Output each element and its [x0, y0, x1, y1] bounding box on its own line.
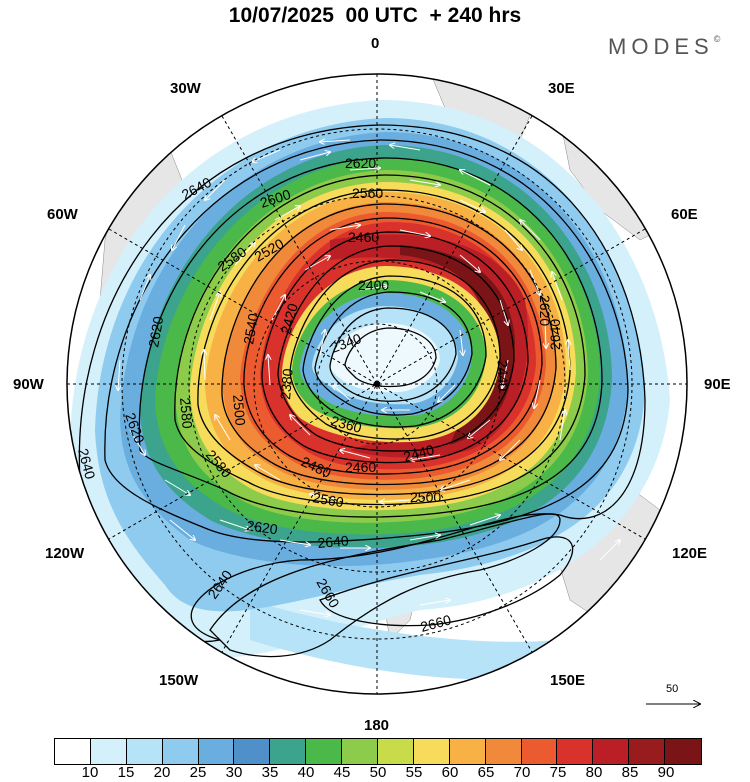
- contour-label: 2640: [317, 532, 350, 551]
- colorbar-swatch: [557, 739, 594, 764]
- colorbar-swatch: [342, 739, 379, 764]
- shaded-field: [67, 74, 687, 694]
- lon-label-0: 0: [371, 35, 380, 52]
- colorbar-tick-label: 50: [369, 764, 387, 781]
- colorbar-swatch: [629, 739, 666, 764]
- brand-name: MODES: [608, 34, 714, 59]
- lon-label-120e: 120E: [672, 545, 708, 562]
- colorbar-swatch: [378, 739, 414, 764]
- contour-label: 2540: [240, 312, 261, 346]
- contour-label: 2640: [547, 319, 563, 350]
- colorbar-tick-label: 90: [657, 764, 675, 781]
- contour-label: 2460: [348, 229, 379, 245]
- contour-label: 2620: [145, 315, 166, 349]
- colorbar-ticks: 10 15 20 25 30 35 40 45 50 55 60 65 70 75 80 85 90: [54, 764, 702, 782]
- contour-label: 2640: [75, 447, 99, 481]
- colorbar-tick-label: 40: [297, 764, 315, 781]
- colorbar-tick-label: 60: [441, 764, 459, 781]
- colorbar-swatch: [413, 739, 450, 764]
- colorbar-tick-label: 65: [477, 764, 495, 781]
- contour-label: 2440: [402, 441, 436, 465]
- pole-marker: [374, 381, 380, 387]
- colorbar-tick-label: 20: [153, 764, 171, 781]
- map-boundary: [66, 73, 688, 695]
- lon-label-60w: 60W: [47, 206, 78, 223]
- lon-label-150w: 150W: [159, 672, 199, 689]
- contour-label: 2620: [345, 155, 376, 171]
- colorbar-tick-label: 10: [81, 764, 99, 781]
- map-title: 10/07/2025 00 UTC + 240 hrs: [228, 4, 522, 27]
- colorbar-swatch: [485, 739, 522, 764]
- colorbar-tick-label: 80: [585, 764, 603, 781]
- colorbar-swatch: [234, 739, 271, 764]
- colorbar-tick-label: 45: [333, 764, 351, 781]
- colorbar-tick-label: 55: [405, 764, 423, 781]
- lon-label-30w: 30W: [170, 80, 201, 97]
- colorbar-tick-label: 70: [513, 764, 531, 781]
- colorbar-tick-label: 30: [225, 764, 243, 781]
- wind-vectors: [118, 140, 620, 615]
- graticule: [67, 74, 687, 694]
- contour-label: 2560: [311, 489, 345, 510]
- lon-label-180: 180: [364, 717, 390, 734]
- colorbar-swatch: [55, 739, 91, 764]
- contour-label: 2620: [246, 517, 279, 537]
- lon-label-120w: 120W: [45, 545, 85, 562]
- copyright-mark: ©: [713, 34, 721, 44]
- colorbar-swatch: [270, 739, 307, 764]
- contour-label: 2560: [352, 185, 383, 201]
- lon-label-90w: 90W: [13, 376, 44, 393]
- colorbar-swatch: [306, 739, 343, 764]
- colorbar-swatch: [162, 739, 199, 764]
- polar-map: 2620 2640 2600 2560 2580 2520 2460 2400 …: [66, 73, 688, 695]
- contour-label: 2500: [230, 394, 249, 427]
- contour-label: 2400: [358, 277, 389, 293]
- colorbar-tick-label: 35: [261, 764, 279, 781]
- contour-label: 2660: [419, 611, 453, 635]
- colorbar: [54, 738, 703, 765]
- reference-vector-arrow: [646, 682, 704, 712]
- colorbar-swatch: [90, 739, 127, 764]
- contour-label: 2580: [177, 397, 196, 430]
- contour-label: 2440: [495, 360, 511, 391]
- contour-label: 2460: [345, 459, 376, 475]
- lon-label-90e: 90E: [704, 376, 731, 393]
- contour-label: 2500: [410, 489, 441, 505]
- colorbar-swatch: [198, 739, 235, 764]
- contour-label: 2420: [277, 301, 301, 335]
- lon-label-30e: 30E: [548, 80, 575, 97]
- contour-label-layer: 2620 2640 2600 2560 2580 2520 2460 2400 …: [75, 155, 563, 635]
- colorbar-swatch: [449, 739, 486, 764]
- lon-label-150e: 150E: [550, 672, 586, 689]
- colorbar-swatch: [521, 739, 558, 764]
- contour-label: 2360: [329, 412, 363, 436]
- contour-label: 2380: [277, 368, 296, 401]
- colorbar-swatch: [126, 739, 163, 764]
- reference-vector-label: 50: [666, 683, 679, 695]
- lon-label-60e: 60E: [671, 206, 698, 223]
- colorbar-swatch: [593, 739, 630, 764]
- colorbar-tick-label: 15: [117, 764, 135, 781]
- colorbar-tick-label: 25: [189, 764, 207, 781]
- colorbar-tick-label: 85: [621, 764, 639, 781]
- colorbar-swatch: [665, 739, 702, 764]
- contour-label: 2620: [537, 295, 553, 326]
- colorbar-tick-label: 75: [549, 764, 567, 781]
- modes-logo: MODES©: [608, 34, 720, 60]
